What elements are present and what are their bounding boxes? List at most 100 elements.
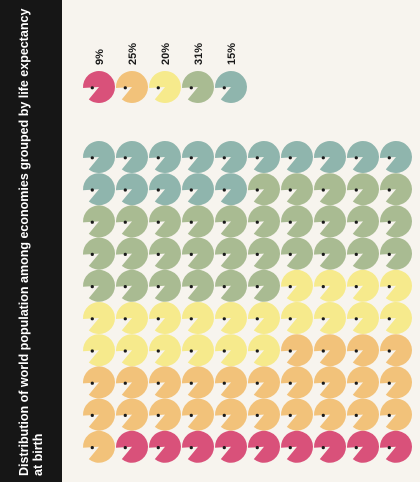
population-unit [313, 430, 346, 463]
population-unit [379, 430, 412, 463]
population-unit [379, 334, 412, 367]
population-unit [247, 237, 280, 270]
population-unit [181, 237, 214, 270]
legend-label: 31% [193, 43, 205, 65]
population-unit [214, 366, 247, 399]
population-unit [181, 366, 214, 399]
population-unit [379, 302, 412, 335]
legend-glyph [148, 71, 181, 104]
population-unit [280, 366, 313, 399]
population-unit [115, 334, 148, 367]
population-unit [115, 430, 148, 463]
population-unit [148, 205, 181, 238]
population-unit [148, 430, 181, 463]
population-unit [115, 173, 148, 206]
legend-label: 25% [127, 43, 139, 65]
population-unit [313, 366, 346, 399]
population-unit [82, 398, 115, 431]
population-unit [346, 334, 379, 367]
population-unit [181, 302, 214, 335]
population-unit [82, 302, 115, 335]
population-unit [280, 398, 313, 431]
population-unit [214, 237, 247, 270]
population-unit [247, 334, 280, 367]
population-unit [82, 334, 115, 367]
population-unit [346, 430, 379, 463]
population-unit [247, 366, 280, 399]
legend-glyph [82, 71, 115, 104]
population-unit [346, 366, 379, 399]
population-unit [214, 269, 247, 302]
population-unit [214, 398, 247, 431]
population-unit [346, 205, 379, 238]
population-unit [280, 334, 313, 367]
population-unit [247, 430, 280, 463]
population-unit [82, 269, 115, 302]
population-unit [148, 269, 181, 302]
population-unit [181, 398, 214, 431]
population-unit [148, 173, 181, 206]
population-unit [247, 141, 280, 174]
population-unit [115, 366, 148, 399]
population-unit [379, 141, 412, 174]
population-unit [148, 334, 181, 367]
population-unit [148, 366, 181, 399]
population-unit [280, 302, 313, 335]
population-unit [247, 269, 280, 302]
population-unit [379, 237, 412, 270]
population-unit [379, 398, 412, 431]
population-unit [82, 173, 115, 206]
population-unit [181, 205, 214, 238]
population-unit [313, 205, 346, 238]
population-unit [280, 237, 313, 270]
population-unit [280, 205, 313, 238]
population-unit [313, 302, 346, 335]
population-unit [82, 366, 115, 399]
population-unit [379, 366, 412, 399]
population-unit [247, 302, 280, 335]
title-sidebar: Distribution of world population among e… [0, 0, 62, 482]
population-unit [148, 237, 181, 270]
population-unit [280, 269, 313, 302]
population-unit [346, 237, 379, 270]
population-unit [214, 302, 247, 335]
legend-label: 20% [160, 43, 172, 65]
population-unit [115, 398, 148, 431]
population-unit [148, 302, 181, 335]
population-unit [379, 269, 412, 302]
population-unit [82, 141, 115, 174]
legend-label: 15% [226, 43, 238, 65]
population-unit [379, 205, 412, 238]
population-unit [379, 173, 412, 206]
population-unit [148, 398, 181, 431]
population-unit [181, 141, 214, 174]
population-unit [214, 173, 247, 206]
population-unit [346, 173, 379, 206]
population-unit [82, 205, 115, 238]
legend-label: 9% [94, 49, 106, 65]
population-unit [181, 269, 214, 302]
legend-glyph [181, 71, 214, 104]
population-unit [115, 141, 148, 174]
population-unit [214, 334, 247, 367]
population-unit [280, 173, 313, 206]
legend-glyph [115, 71, 148, 104]
population-unit [346, 269, 379, 302]
population-unit [181, 173, 214, 206]
population-unit [346, 302, 379, 335]
population-unit [313, 237, 346, 270]
population-unit [115, 302, 148, 335]
population-unit [346, 398, 379, 431]
population-unit [346, 141, 379, 174]
population-unit [280, 141, 313, 174]
population-unit [313, 334, 346, 367]
population-unit [181, 430, 214, 463]
population-unit [82, 237, 115, 270]
population-unit [247, 398, 280, 431]
population-unit [115, 237, 148, 270]
population-unit [214, 430, 247, 463]
population-unit [313, 173, 346, 206]
legend-glyph [214, 71, 247, 104]
population-unit [313, 141, 346, 174]
